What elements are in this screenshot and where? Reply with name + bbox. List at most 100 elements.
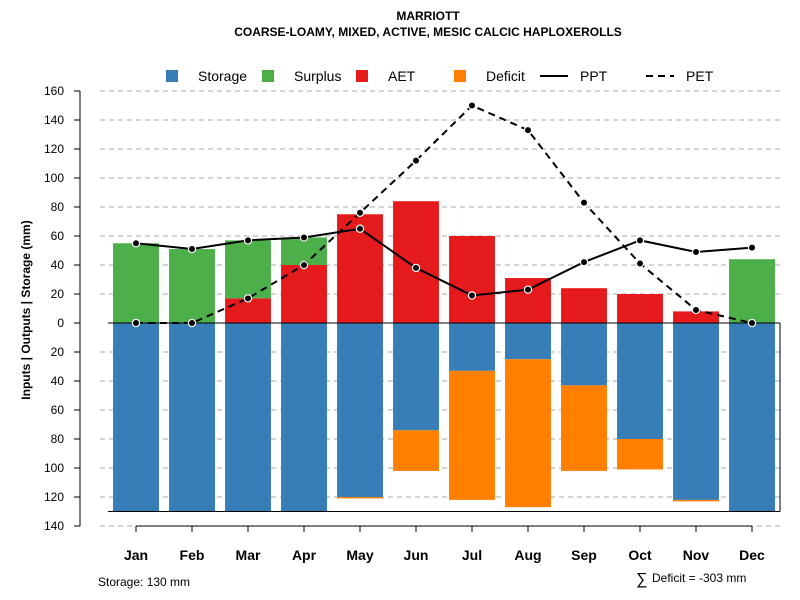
ppt-point-dec: [747, 243, 757, 252]
aet-bar-nov: [673, 311, 719, 323]
storage-bar-oct: [617, 323, 663, 439]
ppt-point-mar: [243, 236, 253, 245]
aet-bar-jun: [393, 201, 439, 323]
x-tick-label-may: May: [346, 547, 373, 563]
aet-bar-apr: [281, 265, 327, 323]
series-lines: [135, 104, 753, 324]
y-tick-label-1: 120: [44, 490, 64, 504]
aet-bar-oct: [617, 294, 663, 323]
ppt-point-jun: [411, 263, 421, 273]
storage-bar-nov: [673, 323, 719, 500]
y-tick-label-8: 20: [51, 287, 65, 301]
surplus-bar-dec: [729, 259, 775, 323]
pet-point-jun: [411, 156, 421, 165]
pet-point-nov: [691, 305, 701, 315]
ppt-point-oct: [635, 236, 645, 245]
pet-point-jul: [467, 101, 477, 110]
x-tick-label-feb: Feb: [180, 547, 205, 563]
pet-point-apr: [299, 260, 309, 270]
bars: [108, 201, 781, 512]
deficit-bar-oct: [617, 439, 663, 470]
y-tick-label-15: 160: [44, 84, 64, 98]
storage-bar-jun: [393, 323, 439, 431]
pet-point-dec: [747, 318, 757, 328]
x-tick-label-oct: Oct: [628, 547, 652, 563]
storage-bar-mar: [225, 323, 271, 512]
y-tick-label-3: 80: [51, 432, 65, 446]
deficit-bar-jul: [449, 370, 495, 500]
legend-swatch-deficit: [454, 70, 466, 82]
deficit-bar-may: [337, 497, 383, 499]
legend-label-deficit: Deficit: [486, 68, 525, 84]
legend-label-pet: PET: [686, 68, 714, 84]
storage-note: Storage: 130 mm: [98, 575, 190, 589]
pet-point-feb: [187, 318, 197, 328]
y-tick-label-6: 20: [51, 345, 65, 359]
x-tick-label-jun: Jun: [404, 547, 429, 563]
x-tick-label-aug: Aug: [514, 547, 541, 563]
deficit-bar-aug: [505, 359, 551, 508]
storage-bar-aug: [505, 323, 551, 360]
ppt-point-may: [355, 224, 365, 233]
y-tick-label-9: 40: [51, 258, 65, 272]
storage-bar-may: [337, 323, 383, 497]
surplus-bar-jan: [113, 243, 159, 323]
deficit-bar-jun: [393, 430, 439, 471]
pet-point-sep: [579, 198, 589, 207]
pet-point-aug: [523, 125, 533, 135]
y-tick-label-14: 140: [44, 113, 64, 127]
ppt-line: [135, 227, 753, 297]
y-tick-label-11: 80: [51, 200, 65, 214]
x-tick-label-nov: Nov: [683, 547, 710, 563]
x-axis: Jan Feb Mar Apr May Jun Jul Aug Sep Oct Nov Dec: [124, 525, 765, 563]
legend-label-storage: Storage: [198, 68, 247, 84]
legend-swatch-aet: [356, 70, 368, 82]
legend-label-surplus: Surplus: [294, 68, 341, 84]
surplus-bar-feb: [169, 249, 215, 323]
pet-point-oct: [635, 259, 645, 268]
aet-bar-aug: [505, 278, 551, 323]
x-tick-label-dec: Dec: [739, 547, 765, 563]
ppt-point-apr: [299, 233, 309, 242]
ppt-point-jan: [131, 239, 141, 248]
x-tick-label-jul: Jul: [462, 547, 482, 563]
ppt-point-nov: [691, 247, 701, 257]
pet-point-mar: [243, 294, 253, 303]
storage-bar-jul: [449, 323, 495, 371]
deficit-bar-nov: [673, 499, 719, 502]
sum-symbol: ∑: [636, 571, 647, 588]
ppt-point-sep: [579, 257, 589, 267]
chart-subtitle: COARSE-LOAMY, MIXED, ACTIVE, MESIC CALCI…: [234, 25, 622, 39]
storage-bar-sep: [561, 323, 607, 386]
y-tick-label-0: 140: [44, 519, 64, 533]
storage-bar-feb: [169, 323, 215, 512]
pet-line: [136, 104, 753, 324]
ppt-point-aug: [523, 285, 533, 294]
legend-swatch-storage: [166, 70, 178, 82]
legend-swatch-surplus: [262, 70, 274, 82]
legend-label-ppt: PPT: [580, 68, 608, 84]
storage-bar-dec: [729, 323, 775, 512]
y-tick-label-2: 100: [44, 461, 64, 475]
pet-point-jan: [131, 318, 141, 328]
deficit-note: Deficit = -303 mm: [652, 571, 746, 585]
legend-label-aet: AET: [388, 68, 416, 84]
y-tick-label-5: 40: [51, 374, 65, 388]
surplus-bar-apr: [281, 237, 327, 265]
y-axis: 140 120 100 80 60 40 20 0 20 40 60 80 100 120 140 160: [44, 84, 81, 533]
x-tick-label-jan: Jan: [124, 547, 148, 563]
ppt-point-feb: [187, 244, 197, 254]
y-axis-label: Inputs | Outputs | Storage (mm): [19, 220, 33, 399]
pet-point-may: [355, 208, 365, 217]
legend: Storage Surplus AET Deficit PPT PET: [166, 68, 714, 84]
x-tick-label-sep: Sep: [571, 547, 597, 563]
x-tick-label-apr: Apr: [292, 547, 317, 563]
y-tick-label-10: 60: [51, 229, 65, 243]
storage-bar-apr: [281, 323, 327, 512]
y-tick-label-13: 120: [44, 142, 64, 156]
series-points: [131, 101, 757, 328]
aet-bar-sep: [561, 288, 607, 323]
y-tick-label-4: 60: [51, 403, 65, 417]
storage-bar-jan: [113, 323, 159, 512]
